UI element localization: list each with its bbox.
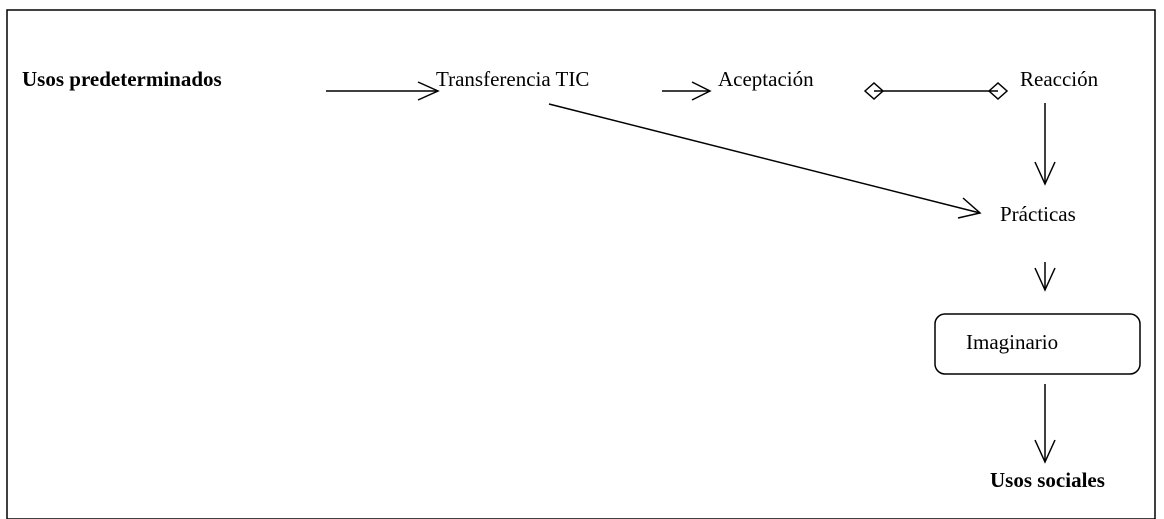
node-label: Imaginario xyxy=(966,330,1058,354)
node-label: Prácticas xyxy=(1000,202,1076,226)
node-label: Transferencia TIC xyxy=(436,67,589,91)
node-label: Usos predeterminados xyxy=(22,67,222,91)
node-box xyxy=(934,313,1141,375)
node-label: Usos sociales xyxy=(990,468,1105,492)
frame xyxy=(6,9,1156,519)
node-label: Aceptación xyxy=(718,67,814,91)
node-label: Reacción xyxy=(1020,67,1099,91)
arrows xyxy=(326,81,1056,464)
